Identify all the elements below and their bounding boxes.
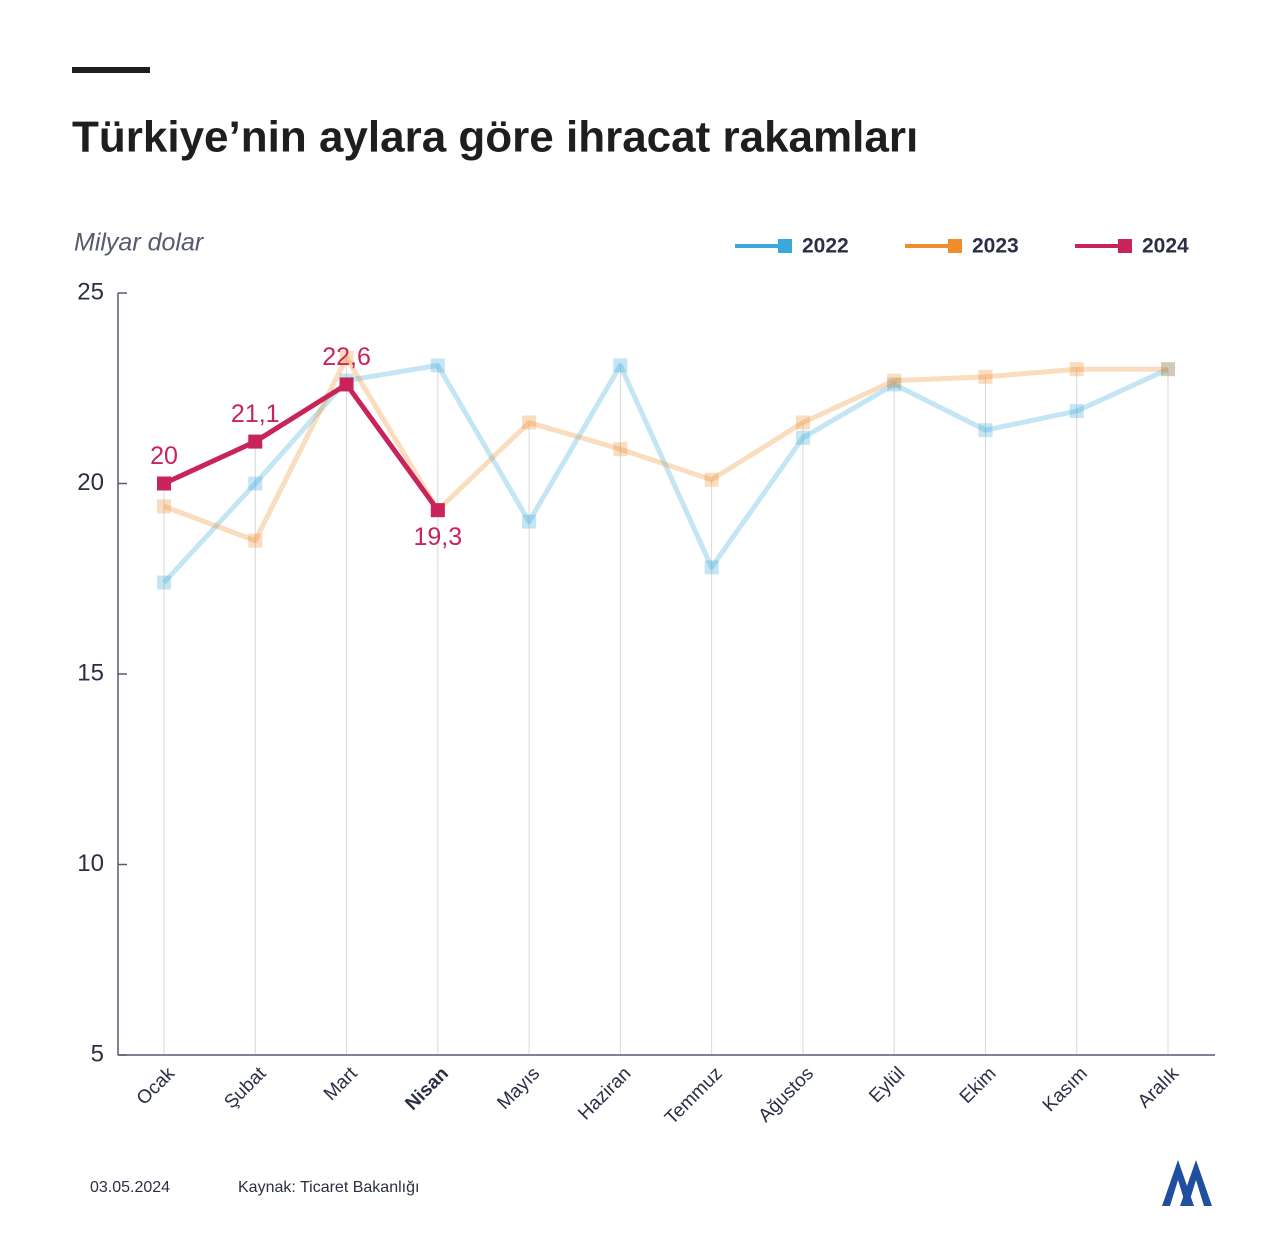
logo bbox=[1162, 1160, 1212, 1206]
y-tick-label: 25 bbox=[77, 278, 104, 305]
legend-label: 2022 bbox=[802, 235, 849, 258]
x-tick-label: Mart bbox=[320, 1063, 362, 1105]
point bbox=[522, 415, 537, 430]
value-label: 21,1 bbox=[231, 400, 280, 428]
point bbox=[1161, 362, 1175, 377]
point bbox=[704, 472, 719, 487]
point bbox=[157, 476, 171, 491]
legend-label: 2024 bbox=[1142, 235, 1189, 258]
point bbox=[248, 476, 263, 491]
y-tick-label: 5 bbox=[91, 1040, 104, 1067]
chart-title: Türkiye’nin aylara göre ihracat rakamlar… bbox=[72, 113, 918, 162]
point bbox=[613, 358, 628, 373]
x-tick-label: Ekim bbox=[956, 1063, 1001, 1108]
x-tick-label: Şubat bbox=[220, 1063, 270, 1113]
point bbox=[339, 350, 354, 365]
value-label: 19,3 bbox=[413, 523, 462, 551]
point bbox=[704, 560, 719, 575]
point bbox=[157, 499, 171, 514]
point bbox=[248, 533, 263, 548]
point bbox=[1161, 362, 1175, 377]
point bbox=[978, 369, 993, 384]
point bbox=[248, 434, 263, 449]
point bbox=[887, 373, 902, 388]
point bbox=[157, 575, 171, 590]
date: 03.05.2024 bbox=[90, 1179, 170, 1196]
x-tick-label: Eylül bbox=[865, 1063, 909, 1107]
value-label: 20 bbox=[150, 442, 178, 470]
title-bar bbox=[72, 67, 150, 73]
point bbox=[430, 503, 445, 518]
x-tick-label: Kasım bbox=[1039, 1063, 1092, 1116]
point bbox=[887, 377, 902, 392]
source: Kaynak: Ticaret Bakanlığı bbox=[238, 1179, 419, 1196]
point bbox=[1069, 362, 1084, 377]
y-tick-label: 15 bbox=[77, 659, 104, 686]
legend-label: 2023 bbox=[972, 235, 1019, 258]
x-tick-label: Mayıs bbox=[493, 1063, 544, 1114]
x-tick-label: Nisan bbox=[401, 1063, 452, 1114]
legend-marker bbox=[1118, 239, 1132, 253]
x-tick-label: Haziran bbox=[574, 1063, 635, 1124]
value-label: 22,6 bbox=[322, 343, 371, 371]
y-tick-label: 20 bbox=[77, 469, 104, 496]
series-line bbox=[162, 381, 440, 512]
y-axis-label: Milyar dolar bbox=[74, 229, 205, 257]
x-tick-label: Temmuz bbox=[661, 1063, 727, 1129]
point bbox=[795, 430, 810, 445]
point bbox=[522, 514, 537, 529]
series-line bbox=[162, 362, 1170, 585]
legend-marker bbox=[948, 239, 962, 253]
point bbox=[1069, 404, 1084, 419]
point bbox=[613, 442, 628, 457]
legend-marker bbox=[778, 239, 792, 253]
point bbox=[795, 415, 810, 430]
point bbox=[430, 358, 445, 373]
y-tick-label: 10 bbox=[77, 850, 104, 877]
series-line bbox=[163, 355, 1168, 544]
point bbox=[339, 377, 354, 392]
x-tick-label: Aralık bbox=[1134, 1063, 1184, 1113]
point bbox=[978, 423, 993, 438]
x-tick-label: Ağustos bbox=[755, 1063, 818, 1126]
x-tick-label: Ocak bbox=[133, 1063, 180, 1110]
